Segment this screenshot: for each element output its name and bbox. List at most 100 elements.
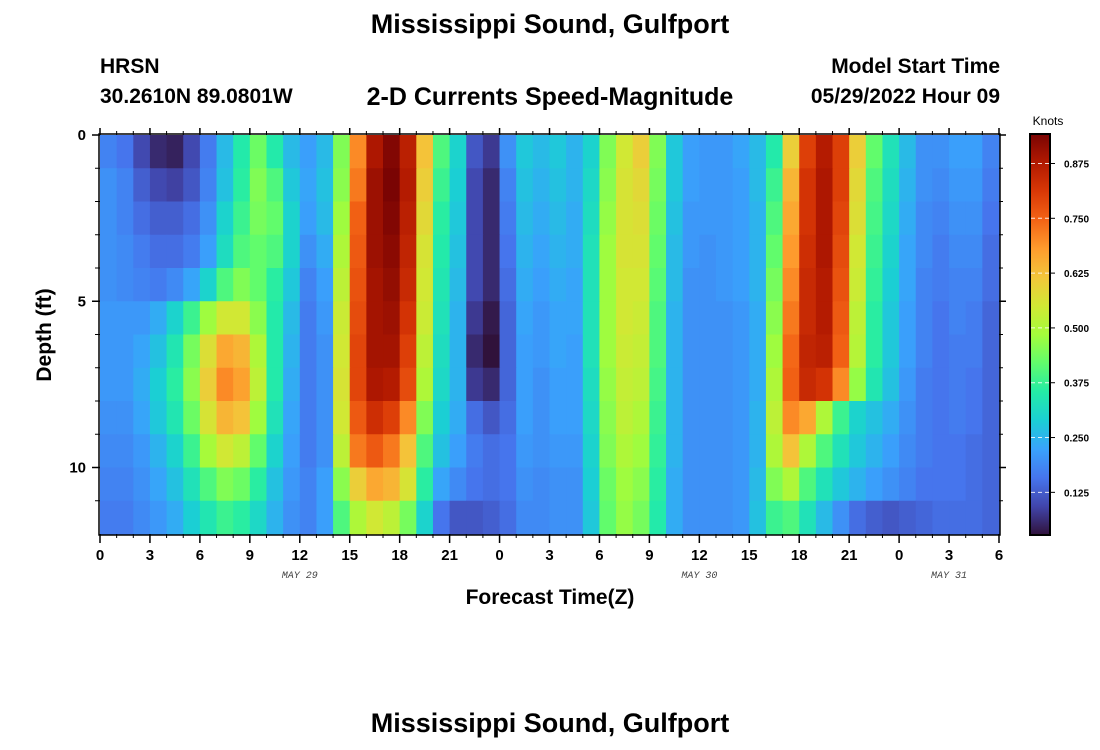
heatmap-cell	[482, 135, 501, 169]
heatmap-cell	[566, 135, 584, 169]
heatmap-cell	[349, 135, 367, 169]
heatmap-cell	[499, 500, 517, 535]
heatmap-cell	[715, 434, 734, 469]
heatmap-cell	[482, 168, 501, 203]
heatmap-cell	[316, 268, 334, 302]
heatmap-cell	[466, 401, 484, 435]
heatmap-cell	[782, 234, 800, 269]
heatmap-cell	[449, 135, 467, 169]
heatmap-cell	[183, 500, 201, 535]
heatmap-cell	[316, 367, 334, 402]
heatmap-cell	[715, 234, 734, 269]
heatmap-cell	[566, 268, 584, 302]
model-start-label: Model Start Time	[831, 55, 1000, 78]
colorbar-tick-label: 0.750	[1064, 214, 1089, 225]
heatmap-cell	[516, 268, 534, 302]
heatmap-cell	[965, 135, 983, 169]
heatmap-cell	[666, 135, 684, 169]
heatmap-cell	[782, 135, 800, 169]
heatmap-cell	[865, 201, 884, 236]
heatmap-cell	[899, 500, 917, 535]
heatmap-cell	[149, 334, 168, 369]
heatmap-cell	[349, 334, 367, 369]
heatmap-cell	[233, 367, 251, 402]
heatmap-cell	[899, 168, 917, 203]
x-tick-label: 3	[945, 547, 953, 564]
heatmap-cell	[100, 500, 118, 535]
heatmap-cell	[699, 434, 717, 469]
model-start-time: 05/29/2022 Hour 09	[810, 85, 1000, 108]
heatmap-cell	[749, 301, 767, 336]
heatmap-cell	[466, 135, 484, 169]
date-label: MAY 30	[681, 571, 717, 582]
heatmap-cell	[982, 401, 1000, 435]
heatmap-cell	[882, 135, 900, 169]
heatmap-cell	[666, 367, 684, 402]
heatmap-cell	[599, 301, 617, 336]
heatmap-cell	[932, 334, 950, 369]
heatmap-cell	[616, 135, 634, 169]
heatmap-cell	[399, 201, 417, 236]
heatmap-cell	[616, 234, 634, 269]
heatmap-cell	[149, 234, 168, 269]
heatmap-cell	[782, 367, 800, 402]
heatmap-cell	[715, 500, 734, 535]
heatmap-cell	[682, 434, 700, 469]
y-tick-label: 5	[78, 293, 86, 310]
heatmap-cell	[865, 301, 884, 336]
heatmap-cell	[799, 268, 817, 302]
heatmap-cell	[166, 234, 184, 269]
heatmap-cell	[499, 234, 517, 269]
heatmap-cell	[832, 334, 850, 369]
heatmap-cell	[499, 401, 517, 435]
heatmap-cell	[333, 467, 351, 502]
heatmap-cell	[449, 401, 467, 435]
heatmap-cell	[799, 401, 817, 435]
heatmap-cell	[965, 334, 983, 369]
heatmap-cell	[699, 467, 717, 502]
heatmap-cell	[982, 301, 1000, 336]
heatmap-cell	[982, 168, 1000, 203]
heatmap-cell	[732, 234, 750, 269]
heatmap-cell	[715, 201, 734, 236]
heatmap-cell	[799, 434, 817, 469]
heatmap-cell	[299, 334, 318, 369]
repeated-page-title: Mississippi Sound, Gulfport	[370, 708, 730, 738]
heatmap-cell	[283, 201, 301, 236]
heatmap-cell	[149, 301, 168, 336]
heatmap-cell	[965, 367, 983, 402]
heatmap-cell	[915, 201, 934, 236]
heatmap-cell	[965, 467, 983, 502]
heatmap-cell	[566, 168, 584, 203]
heatmap-cell	[749, 434, 767, 469]
heatmap-cell	[799, 168, 817, 203]
heatmap-cell	[682, 301, 700, 336]
heatmap-cell	[116, 434, 134, 469]
heatmap-cell	[432, 135, 451, 169]
heatmap-cell	[982, 135, 1000, 169]
heatmap-cell	[183, 135, 201, 169]
heatmap-cell	[765, 334, 784, 369]
heatmap-cell	[199, 500, 218, 535]
heatmap-cell	[383, 135, 401, 169]
heatmap-cell	[149, 135, 168, 169]
heatmap-cell	[765, 201, 784, 236]
heatmap-cell	[566, 367, 584, 402]
heatmap-cell	[632, 467, 650, 502]
heatmap-cell	[499, 168, 517, 203]
heatmap-cell	[882, 301, 900, 336]
heatmap-cell	[932, 168, 950, 203]
heatmap-cell	[666, 500, 684, 535]
heatmap-cell	[749, 467, 767, 502]
heatmap-cell	[116, 401, 134, 435]
heatmap-cell	[566, 201, 584, 236]
heatmap-cell	[416, 168, 434, 203]
heatmap-cell	[333, 334, 351, 369]
heatmap-cell	[782, 301, 800, 336]
heatmap-cell	[266, 168, 284, 203]
heatmap-cell	[599, 234, 617, 269]
heatmap-cell	[466, 201, 484, 236]
heatmap-cell	[882, 401, 900, 435]
heatmap-cell	[616, 168, 634, 203]
heatmap-cell	[133, 201, 151, 236]
